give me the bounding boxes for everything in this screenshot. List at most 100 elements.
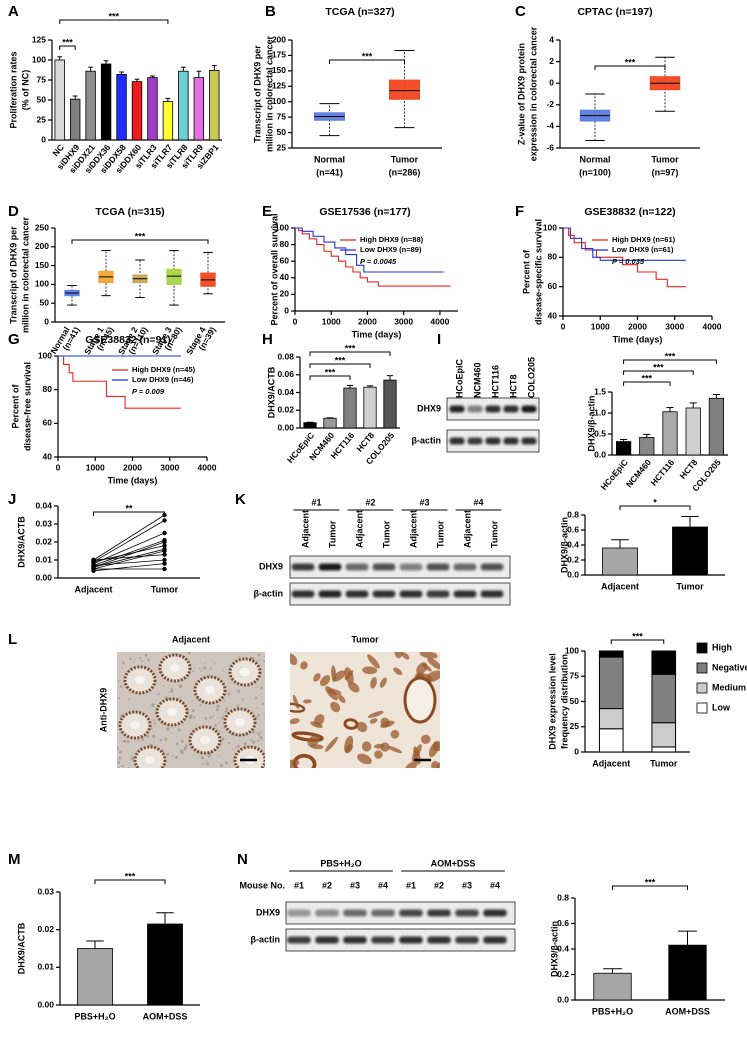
y-tick-label: 0.6 bbox=[557, 918, 569, 928]
texture bbox=[201, 763, 204, 766]
significance-bracket bbox=[619, 505, 691, 510]
significance-label: *** bbox=[62, 37, 73, 47]
significance-bracket bbox=[59, 45, 76, 50]
lane-label: #2 bbox=[322, 880, 332, 890]
texture bbox=[222, 669, 225, 671]
tumor-cells bbox=[327, 688, 342, 696]
panel-label: M bbox=[8, 851, 21, 868]
blot-band bbox=[467, 405, 483, 413]
y-tick-label: 0 bbox=[44, 316, 49, 326]
row-label: β-actin bbox=[254, 588, 284, 598]
chart-title: TCGA (n=315) bbox=[95, 206, 164, 218]
texture bbox=[170, 689, 174, 693]
bar bbox=[672, 526, 708, 576]
significance-label: *** bbox=[625, 57, 636, 67]
x-tick-note: (n=97) bbox=[652, 167, 679, 177]
tumor-cells bbox=[300, 661, 308, 670]
x-tick-label: 1000 bbox=[86, 462, 105, 472]
crypt-lumen bbox=[130, 721, 140, 729]
texture bbox=[168, 691, 171, 693]
tumor-cells bbox=[380, 717, 390, 727]
lane-label: #1 bbox=[406, 880, 416, 890]
legend-label: High DHX9 (n=88) bbox=[360, 235, 424, 244]
texture bbox=[263, 655, 265, 658]
x-tick-label: 3000 bbox=[394, 316, 413, 326]
texture bbox=[134, 659, 136, 661]
texture bbox=[153, 721, 156, 725]
bar bbox=[363, 386, 377, 429]
x-tick-label: 1000 bbox=[591, 321, 610, 331]
bar bbox=[209, 70, 220, 141]
blot-band bbox=[287, 936, 311, 944]
y-tick-label: 0.0 bbox=[567, 569, 579, 579]
y-tick-label: 50 bbox=[570, 696, 580, 706]
tumor-cells bbox=[310, 721, 323, 728]
tumor-gland bbox=[255, 803, 280, 821]
panel-label: L bbox=[8, 631, 17, 648]
y-tick-label: 0.06 bbox=[277, 369, 294, 379]
x-tick-label: NCM460 bbox=[624, 457, 653, 489]
y-axis-label: disease-free survival bbox=[22, 362, 32, 451]
texture bbox=[166, 727, 170, 731]
x-tick-note: (n=41) bbox=[316, 167, 343, 177]
blot-band bbox=[521, 437, 537, 445]
texture bbox=[184, 744, 188, 748]
texture bbox=[252, 740, 256, 744]
texture bbox=[221, 716, 224, 720]
texture bbox=[198, 667, 201, 670]
y-axis-label: DHX9/β-actin bbox=[559, 517, 569, 573]
texture bbox=[121, 667, 124, 669]
tumor-cells bbox=[344, 667, 354, 685]
bar-segment bbox=[651, 722, 677, 748]
blot-band bbox=[483, 936, 507, 944]
lane-label: HCT116 bbox=[490, 365, 500, 398]
x-tick-label: PBS+H₂O bbox=[74, 1011, 115, 1021]
significance-bracket bbox=[623, 359, 717, 364]
crypt-lumen bbox=[200, 736, 210, 744]
legend-swatch bbox=[696, 642, 708, 654]
texture bbox=[181, 751, 184, 755]
texture bbox=[141, 660, 144, 662]
texture bbox=[205, 760, 208, 763]
y-tick-label: 100 bbox=[38, 350, 52, 360]
tumor-gland bbox=[41, 751, 67, 773]
y-tick-label: 75 bbox=[277, 111, 287, 121]
micrograph bbox=[41, 652, 440, 822]
texture bbox=[207, 754, 211, 758]
texture bbox=[257, 653, 261, 657]
tumor-gland bbox=[291, 731, 324, 742]
p-value: P = 0.0045 bbox=[360, 257, 397, 266]
point bbox=[162, 518, 167, 523]
x-tick-label: 1000 bbox=[322, 316, 341, 326]
crypt-lumen bbox=[167, 708, 177, 716]
texture bbox=[183, 746, 188, 751]
legend-label: High bbox=[712, 642, 732, 652]
blot-band bbox=[343, 909, 367, 917]
texture bbox=[163, 684, 165, 687]
tumor-cells bbox=[290, 759, 300, 768]
lane-label: Adjacent bbox=[462, 510, 472, 548]
pair-line bbox=[93, 532, 165, 564]
tumor-gland bbox=[245, 801, 273, 822]
chart-title: TCGA (n=327) bbox=[325, 6, 394, 18]
bar bbox=[162, 101, 174, 141]
y-tick-label: 200 bbox=[35, 241, 49, 251]
row-label: β-actin bbox=[412, 435, 442, 445]
x-tick-label: Normal bbox=[314, 154, 345, 164]
panel-label: N bbox=[237, 851, 248, 868]
texture bbox=[118, 750, 122, 754]
texture bbox=[243, 742, 247, 746]
texture bbox=[199, 704, 202, 707]
y-axis-label: Proliferation rates bbox=[8, 51, 18, 128]
tumor-cells bbox=[428, 742, 439, 758]
significance-label: *** bbox=[135, 231, 146, 241]
blot-band bbox=[453, 590, 477, 598]
y-tick-label: 0.00 bbox=[37, 999, 54, 1009]
y-tick-label: 100 bbox=[35, 279, 49, 289]
texture bbox=[138, 656, 142, 660]
blot-band bbox=[455, 936, 479, 944]
y-tick-label: 0.03 bbox=[35, 518, 52, 528]
tumor-cells bbox=[290, 718, 300, 725]
texture bbox=[223, 714, 225, 717]
tumor-cells bbox=[356, 721, 368, 733]
